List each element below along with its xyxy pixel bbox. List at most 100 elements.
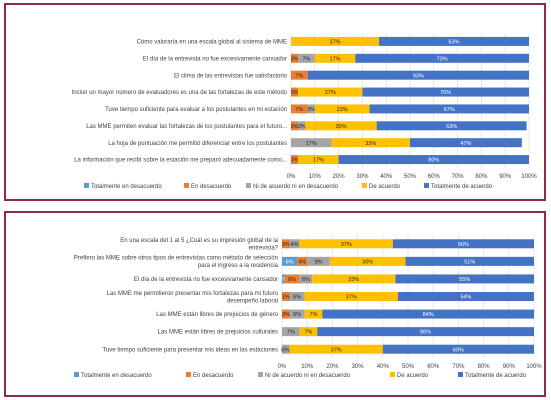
data-label: 3% (291, 90, 299, 96)
data-label: 84% (423, 312, 434, 318)
x-tick-label: 100% (521, 174, 537, 180)
data-label: 3% (291, 124, 299, 130)
data-label: 23% (337, 107, 348, 113)
x-tick-label: 80% (475, 174, 488, 180)
data-label: 37% (331, 347, 342, 353)
category-label: La información que recibí sobre la estac… (74, 158, 287, 164)
data-label: 60% (453, 347, 464, 353)
data-label: 3% (291, 158, 299, 164)
data-label: 73% (437, 56, 448, 62)
data-label: 3% (282, 295, 290, 301)
bar-segment (314, 53, 356, 63)
x-tick-label: 50% (402, 364, 415, 370)
stacked-bar-chart-applicants: En una escala del 1 al 5 ¿Cuál es su imp… (74, 235, 542, 379)
data-label: 93% (413, 73, 424, 79)
data-label: 7% (295, 107, 303, 113)
data-label: 7% (302, 56, 310, 62)
bar-segment (289, 292, 305, 301)
legend-swatch (362, 183, 367, 188)
data-label: 86% (420, 330, 431, 336)
x-tick-label: 90% (503, 364, 516, 370)
bar-segment (291, 138, 332, 148)
data-label: 37% (346, 295, 357, 301)
category-label: La hoja de puntuación me permitió difere… (108, 141, 287, 147)
bar-segment (410, 138, 522, 148)
bar-segment (282, 292, 290, 301)
category-label: Prefiero las MME sobre otros tipos de en… (74, 256, 278, 262)
category-label: Cómo valoraría en una escala global al s… (137, 40, 287, 46)
data-label: 33% (348, 277, 359, 283)
x-tick-label: 30% (352, 364, 365, 370)
bar-segment (282, 239, 290, 249)
data-label: 70% (440, 90, 451, 96)
bar-segment (322, 309, 534, 319)
bar-segment (397, 292, 534, 301)
data-label: 27% (325, 90, 336, 96)
bar-segment (297, 256, 308, 266)
legend-entry: De acuerdo (369, 184, 401, 190)
bar-segment (376, 121, 527, 131)
legend-swatch (390, 372, 395, 377)
category-label: El día de la entrevista no fue excesivam… (134, 277, 278, 283)
data-label: 30% (362, 259, 373, 265)
stacked-bar-chart-staff: Cómo valoraría en una escala global al s… (72, 33, 537, 190)
bar-segment (314, 104, 370, 114)
bar-segment (331, 138, 410, 148)
bar-segment (395, 274, 534, 284)
bar-segment (299, 327, 318, 337)
bar-segment (362, 87, 529, 97)
legend-swatch (184, 183, 189, 188)
data-label: 7% (295, 73, 303, 79)
bar-segment (307, 256, 330, 266)
data-label: 3% (307, 107, 315, 113)
data-label: 67% (444, 107, 455, 113)
chart-panel-applicants: En una escala del 1 al 5 ¿Cuál es su imp… (4, 211, 546, 397)
data-label: 1% (279, 277, 287, 283)
category-label: Las MME permiten evaluar las fortalezas … (86, 124, 287, 130)
data-label: 4% (298, 259, 306, 265)
legend-entry: Totalmente en desacuerdo (81, 373, 152, 379)
legend-entry: En desacuerdo (193, 373, 234, 379)
bar-segment (312, 274, 396, 284)
bar-segment (392, 239, 534, 249)
bar-segment (355, 53, 529, 63)
bar-segment (298, 121, 306, 131)
data-label: 56% (458, 242, 469, 248)
bar-segment (291, 155, 299, 165)
x-tick-label: 40% (377, 364, 390, 370)
data-label: 3% (298, 124, 306, 130)
data-label: 6% (286, 259, 294, 265)
x-tick-label: 30% (356, 174, 369, 180)
bar-segment (298, 53, 315, 63)
x-tick-label: 0% (287, 174, 296, 180)
data-label: 3% (291, 56, 299, 62)
bar-segment (289, 309, 305, 319)
bar-segment (291, 70, 308, 80)
bar-segment (305, 121, 377, 131)
data-label: 7% (287, 330, 295, 336)
data-label: 6% (302, 277, 310, 283)
category-label: Las MME están libres de prejuicios de gé… (156, 312, 278, 318)
legend-swatch (84, 183, 89, 188)
bar-segment (298, 155, 339, 165)
data-label: 3% (282, 347, 290, 353)
x-tick-label: 10% (301, 364, 314, 370)
x-tick-label: 90% (499, 174, 512, 180)
bar-segment (291, 87, 299, 97)
category-label: En una escala del 1 al 5 ¿Cuál es su imp… (120, 238, 278, 244)
data-label: 6% (293, 295, 301, 301)
data-label: 54% (460, 295, 471, 301)
legend-entry: De acuerdo (397, 373, 429, 379)
bar-segment (317, 327, 534, 337)
data-label: 6% (288, 277, 296, 283)
bar-segment (289, 239, 300, 249)
data-label: 37% (330, 40, 341, 46)
category-label: Tuve tiempo suficiente para presentar mi… (102, 347, 278, 353)
bar-segment (338, 155, 529, 165)
legend-entry: Ni de acuerdo ni en desacuerdo (253, 184, 339, 190)
data-label: 17% (306, 141, 317, 147)
bar-segment (299, 239, 393, 249)
legend-entry: Totalmente de acuerdo (431, 184, 493, 190)
bar-segment (291, 53, 299, 63)
category-label: desempeño laboral (227, 298, 278, 304)
